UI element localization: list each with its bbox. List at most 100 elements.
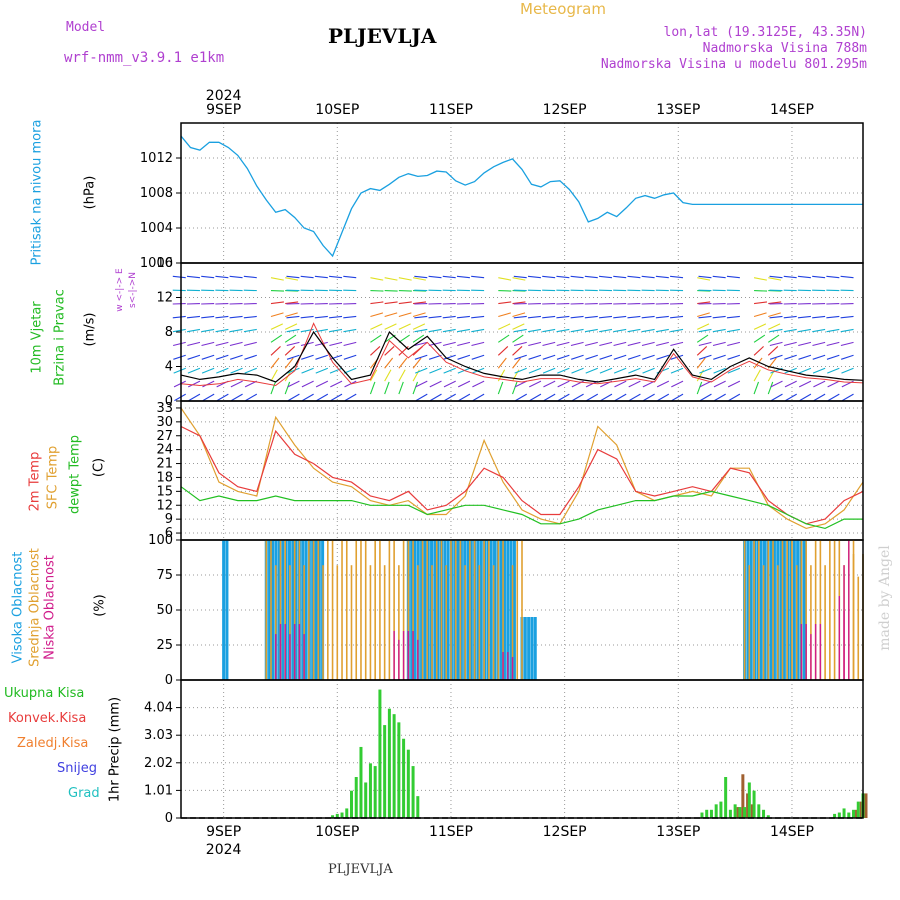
wind-arrow bbox=[785, 393, 797, 402]
wind-arrow bbox=[412, 334, 425, 343]
wind-arrow bbox=[172, 328, 186, 333]
wind-arrow bbox=[655, 315, 669, 319]
wind-arrow bbox=[329, 315, 343, 319]
wind-arrow bbox=[556, 354, 570, 360]
wind-arrow bbox=[769, 341, 783, 347]
wind-arrow bbox=[512, 334, 524, 343]
precip-legend-frozen: Zaledj.Kisa bbox=[17, 736, 89, 751]
wind-arrow bbox=[655, 275, 669, 279]
wind-arrow bbox=[627, 275, 641, 279]
wind-arrow bbox=[542, 328, 556, 333]
precip-conv-bar bbox=[855, 809, 859, 818]
temp-2m-line bbox=[180, 425, 864, 525]
bottom-date-label: 13SEP bbox=[656, 824, 700, 840]
wind-arrow bbox=[215, 354, 229, 360]
page-title: PLJEVLJA bbox=[328, 24, 437, 48]
top-date-label: 9SEP bbox=[206, 102, 241, 118]
wind-arrow bbox=[699, 367, 712, 374]
bottom-date-label: 14SEP bbox=[770, 824, 814, 840]
wind-arrow bbox=[230, 380, 243, 388]
precip-total-bar bbox=[709, 809, 713, 818]
wind-arrow bbox=[753, 346, 764, 356]
wind-arrow bbox=[270, 323, 284, 330]
wind-arrow bbox=[697, 312, 710, 318]
top-date-label: 13SEP bbox=[656, 102, 700, 118]
wind-arrow bbox=[187, 341, 201, 347]
wind-arrow bbox=[172, 315, 186, 319]
precip-total-bar bbox=[752, 790, 756, 818]
wind-arrow bbox=[370, 312, 384, 318]
wind-arrow bbox=[641, 341, 655, 347]
bottom-year-label: 2024 bbox=[206, 842, 242, 858]
wind-arrow bbox=[528, 328, 542, 333]
wind-ytick-label: 0 bbox=[165, 394, 173, 409]
wind-arrow bbox=[798, 341, 812, 347]
wind-arrow bbox=[429, 393, 442, 402]
wind-arrow bbox=[398, 323, 411, 330]
precip-conv-bar bbox=[746, 793, 750, 818]
wind-arrow bbox=[300, 328, 314, 333]
wind-arrow bbox=[613, 315, 627, 319]
bottom-date-label: 11SEP bbox=[429, 824, 473, 840]
wind-arrow bbox=[497, 357, 507, 369]
wind-arrow bbox=[571, 354, 584, 360]
wind-arrow bbox=[627, 328, 641, 333]
wind-arrow bbox=[369, 381, 376, 395]
wind-arrow bbox=[444, 393, 456, 402]
wind-arrow bbox=[712, 328, 726, 333]
wind-arrow bbox=[812, 341, 826, 347]
precip-total-bar bbox=[733, 804, 737, 818]
wind-arrow bbox=[284, 357, 294, 369]
wind-arrow bbox=[813, 393, 826, 402]
wind-arrow bbox=[414, 275, 428, 279]
temp-ytick-label: 21 bbox=[156, 457, 173, 472]
wind-arrow bbox=[216, 367, 229, 374]
precip-total-bar bbox=[354, 777, 358, 818]
wind-arrow bbox=[229, 275, 243, 279]
wind-arrow bbox=[784, 367, 797, 374]
wind-arrow bbox=[457, 328, 470, 333]
precip-total-bar bbox=[719, 801, 723, 818]
wind-arrow bbox=[369, 369, 378, 382]
precip-total-bar bbox=[743, 807, 747, 818]
wind-arrow bbox=[415, 367, 428, 374]
wind-arrow bbox=[456, 275, 470, 279]
wind-arrow bbox=[285, 301, 299, 305]
wind-arrow bbox=[783, 341, 797, 347]
wind-arrow bbox=[768, 312, 781, 318]
cloud-ytick-label: 100 bbox=[148, 533, 173, 548]
precip-ytick-label: 4.04 bbox=[144, 701, 173, 716]
wind-arrow bbox=[812, 354, 826, 360]
wind-arrow bbox=[415, 393, 428, 402]
wind-arrow bbox=[783, 315, 797, 319]
wind-arrow bbox=[457, 354, 471, 360]
wind-arrow bbox=[627, 341, 641, 347]
precip-total-bar bbox=[378, 689, 382, 818]
wind-arrow bbox=[670, 367, 684, 374]
wind-arrow bbox=[457, 380, 471, 388]
wind-arrow bbox=[512, 301, 526, 305]
wind-arrow bbox=[698, 275, 712, 279]
wind-arrow bbox=[798, 367, 812, 374]
wind-arrow bbox=[284, 346, 296, 356]
precip-ytick-label: 3.03 bbox=[144, 728, 173, 743]
wind-arrow bbox=[384, 381, 390, 395]
wind-arrow bbox=[428, 354, 442, 360]
precip-total-bar bbox=[387, 708, 391, 818]
wind-arrow bbox=[641, 328, 655, 333]
wind-ytick-label: 8 bbox=[165, 325, 173, 340]
wind-arrow bbox=[315, 380, 329, 388]
wind-arrow bbox=[655, 328, 669, 333]
wind-arrow bbox=[187, 367, 201, 374]
wind-arrow bbox=[270, 346, 281, 356]
wind-arrow bbox=[696, 381, 703, 395]
precip-total-bar bbox=[345, 808, 349, 818]
wind-arrow bbox=[642, 354, 655, 360]
wind-arrow bbox=[201, 328, 215, 333]
wind-arrow bbox=[670, 315, 684, 319]
precip-total-bar bbox=[700, 812, 704, 818]
wind-arrow bbox=[826, 275, 840, 279]
wind-arrow bbox=[812, 367, 826, 374]
wind-arrow bbox=[598, 275, 613, 279]
temp-ytick-label: 33 bbox=[156, 401, 173, 416]
